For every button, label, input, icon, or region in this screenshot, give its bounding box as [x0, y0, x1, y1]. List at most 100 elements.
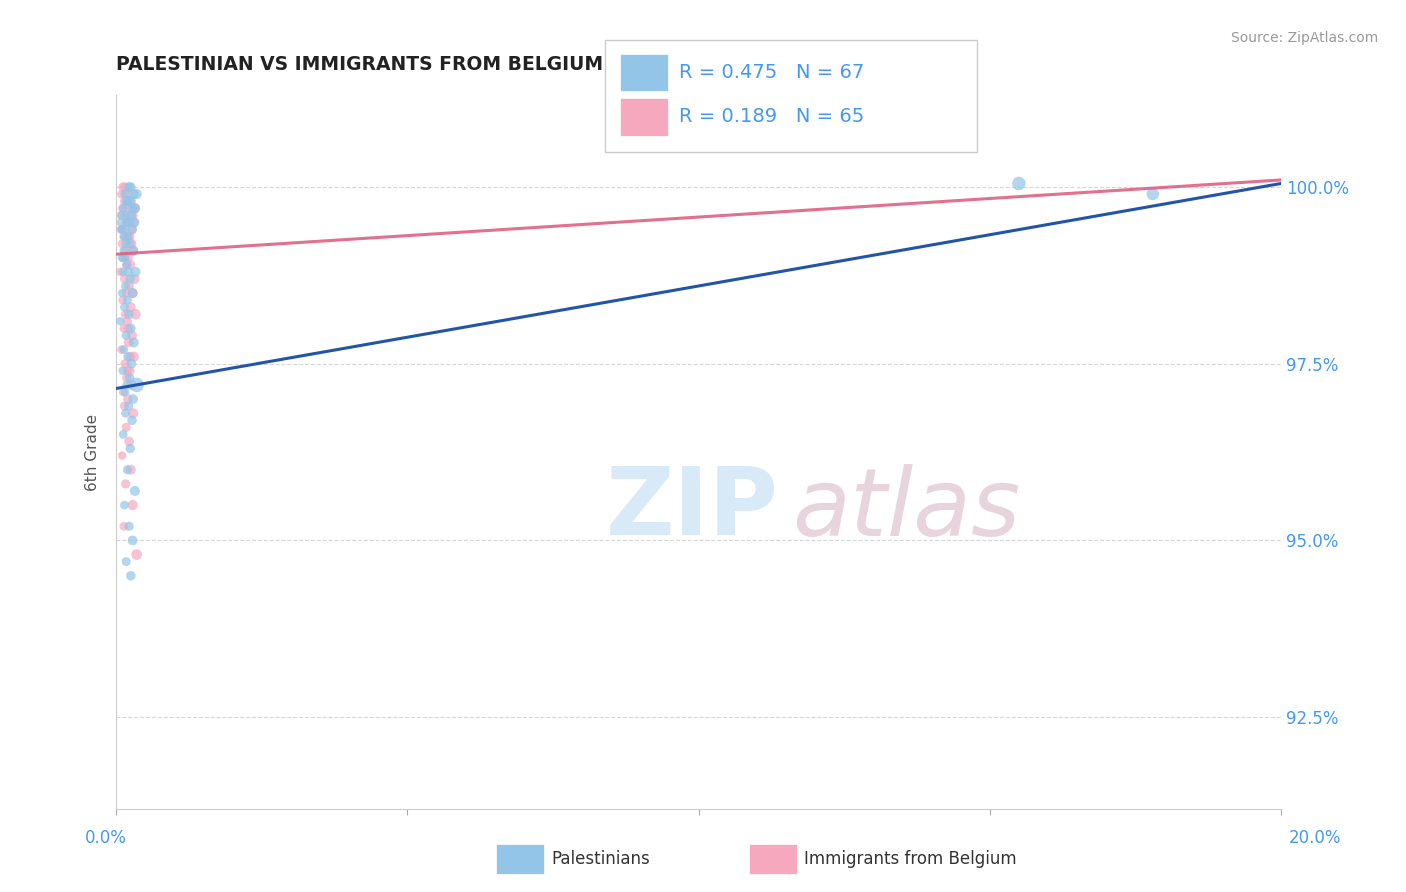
Text: Immigrants from Belgium: Immigrants from Belgium — [804, 850, 1017, 868]
Point — [112, 519, 135, 533]
Point — [120, 350, 142, 364]
Point — [124, 201, 146, 215]
Point — [111, 201, 134, 215]
Point — [111, 222, 134, 236]
Point — [120, 357, 142, 371]
Point — [112, 498, 135, 512]
Point — [118, 180, 141, 194]
Point — [118, 201, 141, 215]
Point — [122, 350, 145, 364]
Point — [115, 236, 138, 251]
Point — [110, 222, 132, 236]
Point — [117, 194, 139, 209]
Point — [121, 201, 143, 215]
Point — [111, 208, 134, 222]
Point — [110, 314, 132, 328]
Y-axis label: 6th Grade: 6th Grade — [86, 414, 100, 491]
Point — [122, 392, 145, 406]
Point — [118, 364, 141, 378]
Point — [112, 300, 135, 314]
Point — [112, 244, 135, 258]
Text: PALESTINIAN VS IMMIGRANTS FROM BELGIUM 6TH GRADE CORRELATION CHART: PALESTINIAN VS IMMIGRANTS FROM BELGIUM 6… — [117, 55, 962, 74]
Point — [120, 194, 142, 209]
Point — [112, 399, 135, 413]
Point — [115, 258, 138, 272]
Point — [112, 272, 135, 286]
Point — [120, 321, 142, 335]
Point — [117, 463, 139, 477]
Point — [112, 265, 135, 279]
Point — [118, 229, 141, 244]
Point — [115, 378, 138, 392]
Point — [121, 222, 143, 236]
Point — [110, 343, 132, 357]
Point — [115, 420, 138, 434]
Point — [112, 343, 135, 357]
Point — [125, 187, 148, 202]
Point — [117, 399, 139, 413]
Point — [118, 236, 141, 251]
Point — [115, 286, 138, 301]
Point — [115, 194, 138, 209]
Point — [117, 265, 139, 279]
Text: R = 0.475   N = 67: R = 0.475 N = 67 — [679, 62, 865, 82]
Point — [124, 215, 146, 229]
Point — [124, 265, 146, 279]
Point — [117, 321, 139, 335]
Point — [114, 476, 136, 491]
Text: Source: ZipAtlas.com: Source: ZipAtlas.com — [1230, 31, 1378, 45]
Point — [121, 498, 143, 512]
Point — [121, 286, 143, 301]
Point — [112, 427, 135, 442]
Point — [1142, 187, 1164, 202]
Point — [118, 434, 141, 449]
Point — [124, 307, 146, 321]
Point — [125, 378, 148, 392]
Point — [111, 251, 134, 265]
Point — [117, 187, 139, 202]
Point — [115, 371, 138, 385]
Point — [117, 229, 139, 244]
Point — [112, 180, 135, 194]
Point — [112, 201, 135, 215]
Point — [118, 519, 141, 533]
Point — [124, 201, 146, 215]
Point — [112, 251, 135, 265]
Point — [110, 208, 132, 222]
Point — [112, 194, 135, 209]
Point — [117, 293, 139, 307]
Point — [111, 364, 134, 378]
Point — [120, 180, 142, 194]
Point — [122, 335, 145, 350]
Point — [117, 215, 139, 229]
Text: R = 0.189   N = 65: R = 0.189 N = 65 — [679, 107, 865, 127]
Point — [1008, 177, 1031, 191]
Point — [124, 272, 146, 286]
Point — [121, 208, 143, 222]
Point — [120, 208, 142, 222]
Point — [115, 258, 138, 272]
Point — [112, 321, 135, 335]
Point — [120, 194, 142, 209]
Point — [122, 406, 145, 420]
Point — [114, 251, 136, 265]
Point — [125, 548, 148, 562]
Point — [124, 483, 146, 498]
Text: 0.0%: 0.0% — [84, 829, 127, 847]
Point — [114, 357, 136, 371]
Point — [115, 215, 138, 229]
Point — [111, 449, 134, 463]
Point — [114, 222, 136, 236]
Point — [112, 229, 135, 244]
Point — [120, 272, 142, 286]
Point — [117, 350, 139, 364]
Point — [122, 215, 145, 229]
Point — [117, 364, 139, 378]
Point — [120, 236, 142, 251]
Point — [120, 568, 142, 582]
Point — [114, 187, 136, 202]
Point — [115, 194, 138, 209]
Point — [114, 208, 136, 222]
Point — [114, 384, 136, 399]
Point — [117, 215, 139, 229]
